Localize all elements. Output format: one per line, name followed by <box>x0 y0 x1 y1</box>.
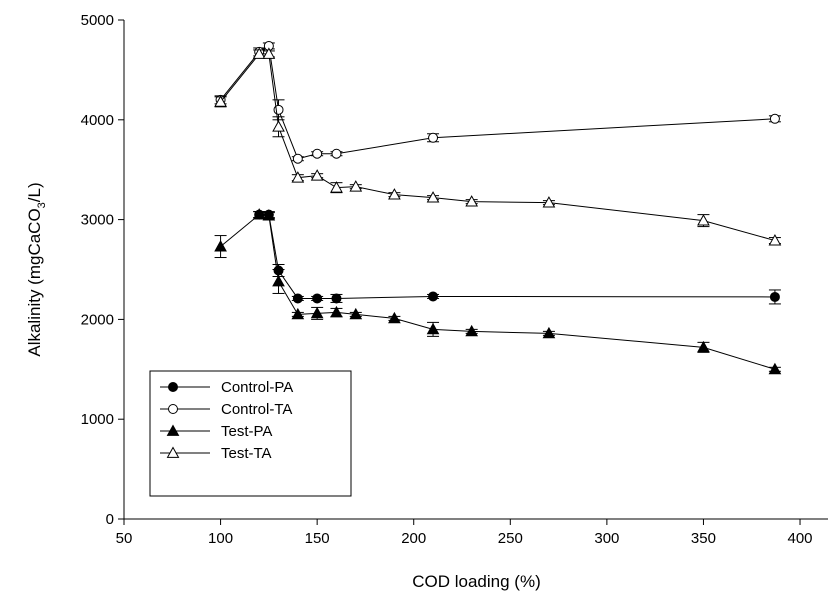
legend-marker <box>166 424 180 436</box>
data-point <box>292 293 303 304</box>
data-point <box>428 291 439 302</box>
data-point <box>542 326 556 339</box>
y-tick-label: 0 <box>106 511 114 528</box>
data-point <box>312 148 323 159</box>
y-tick-label: 2000 <box>81 311 114 328</box>
x-tick-label: 300 <box>594 530 619 547</box>
data-point <box>769 291 780 302</box>
legend: Control-PA Control-TA Test-PA Test-TA <box>149 370 352 497</box>
y-axis-title: Alkalinity (mgCaCO3/L) <box>25 182 48 356</box>
data-point <box>310 169 324 181</box>
data-point <box>465 195 479 207</box>
x-tick-label: 200 <box>401 530 426 547</box>
series-test-pa <box>214 208 782 375</box>
data-point <box>349 180 363 192</box>
data-point <box>331 148 342 159</box>
legend-label: Control-PA <box>221 379 293 396</box>
y-axis: 0 1000 2000 3000 4000 5000 <box>81 12 124 528</box>
data-point <box>465 324 479 337</box>
series-test-ta <box>214 47 782 246</box>
data-point <box>272 274 285 287</box>
x-tick-label: 250 <box>498 530 523 547</box>
data-point <box>330 181 343 193</box>
x-tick-label: 50 <box>116 530 133 547</box>
y-axis-title-tail: /L) <box>25 182 44 202</box>
legend-box <box>149 370 352 497</box>
data-point <box>312 293 323 304</box>
x-tick-label: 400 <box>788 530 813 547</box>
legend-label: Control-TA <box>221 401 292 418</box>
legend-item: Test-PA <box>160 423 272 440</box>
data-point <box>291 171 305 183</box>
data-point <box>291 307 305 320</box>
data-point <box>388 188 401 200</box>
x-tick-label: 350 <box>691 530 716 547</box>
y-tick-label: 3000 <box>81 212 114 229</box>
data-point <box>768 362 782 375</box>
data-point <box>292 153 303 164</box>
data-point <box>262 209 276 221</box>
series-line <box>220 53 776 242</box>
series-control-ta <box>214 40 781 164</box>
legend-item: Control-TA <box>160 401 292 418</box>
x-axis-title: COD loading (%) <box>412 572 541 591</box>
data-point <box>252 47 266 59</box>
legend-marker <box>166 446 180 458</box>
y-axis-title-main: Alkalinity (mgCaCO <box>25 208 44 356</box>
data-point <box>214 95 227 107</box>
series-line <box>259 214 775 299</box>
plot-frame <box>123 20 828 520</box>
legend-marker <box>168 382 178 392</box>
data-point <box>252 208 266 220</box>
data-point <box>697 214 710 226</box>
data-point <box>331 293 342 304</box>
x-axis: 50 100 150 200 250 300 350 400 <box>116 519 813 547</box>
legend-item: Test-TA <box>160 445 272 462</box>
data-point <box>769 113 780 124</box>
data-point <box>697 340 710 353</box>
x-tick-label: 100 <box>208 530 233 547</box>
data-point <box>542 196 556 208</box>
legend-item: Control-PA <box>160 379 293 396</box>
data-point <box>768 234 782 246</box>
data-point <box>426 322 440 335</box>
y-tick-label: 4000 <box>81 112 114 129</box>
data-point <box>426 191 440 203</box>
series-line <box>220 45 775 160</box>
data-point <box>310 306 324 319</box>
series-layer <box>214 40 782 375</box>
legend-marker <box>168 404 178 414</box>
legend-label: Test-PA <box>221 423 272 440</box>
x-tick-label: 150 <box>305 530 330 547</box>
data-point <box>349 307 363 320</box>
data-point <box>330 305 343 318</box>
data-point <box>262 47 276 59</box>
y-tick-label: 5000 <box>81 12 114 29</box>
data-point <box>388 311 401 324</box>
series-line <box>220 214 776 370</box>
y-axis-title-subscript: 3 <box>36 202 48 208</box>
data-point <box>214 240 227 252</box>
data-point <box>428 132 439 143</box>
data-point <box>272 120 285 132</box>
legend-label: Test-TA <box>221 445 272 462</box>
y-tick-label: 1000 <box>81 411 114 428</box>
